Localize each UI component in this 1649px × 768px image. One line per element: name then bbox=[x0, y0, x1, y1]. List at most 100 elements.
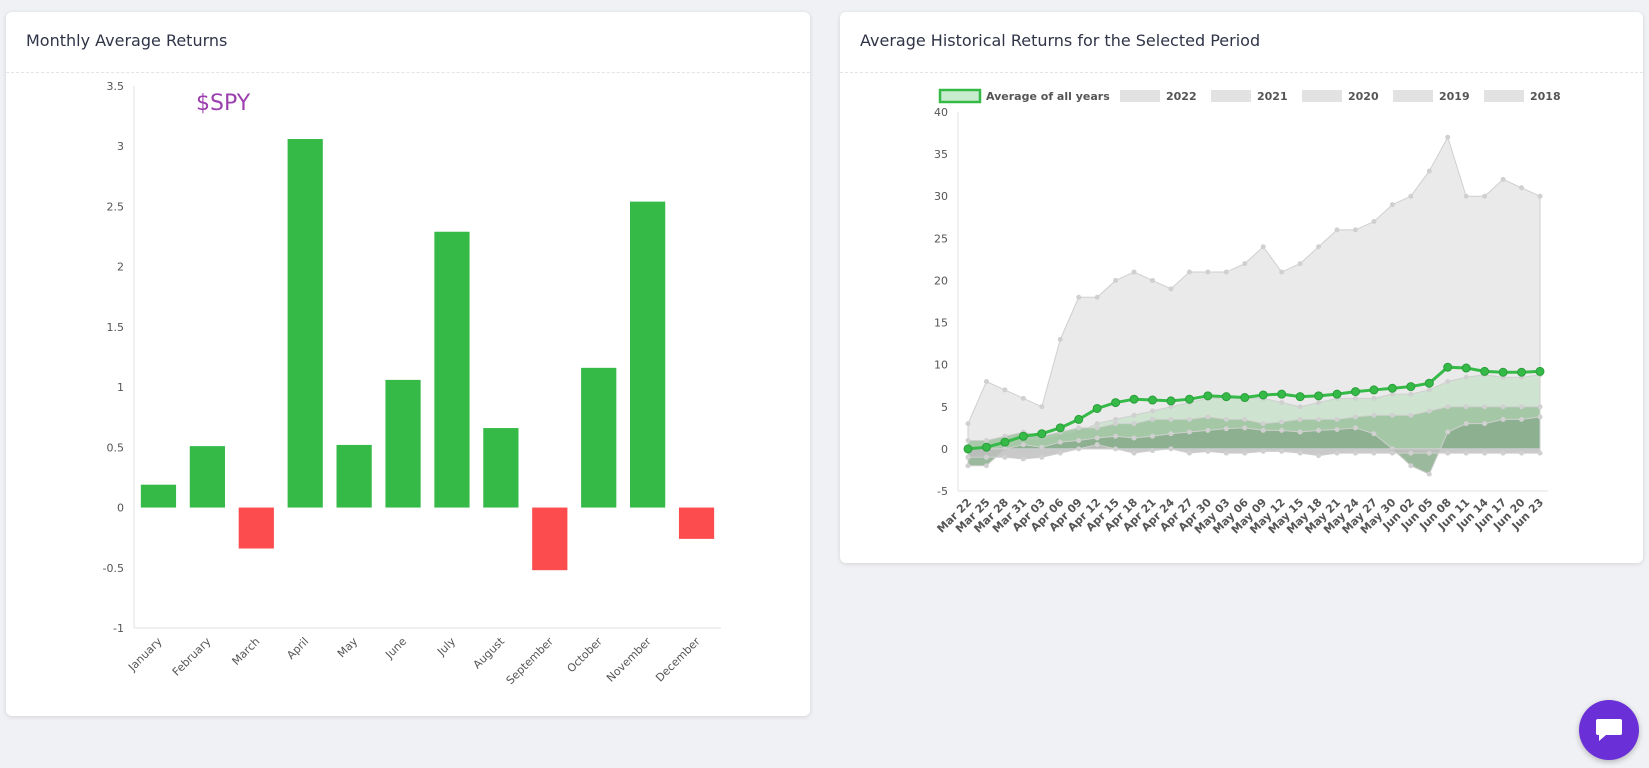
chat-button[interactable] bbox=[1579, 700, 1639, 760]
point-2018 bbox=[1186, 450, 1192, 456]
bar-july bbox=[434, 231, 470, 508]
average-point bbox=[1314, 391, 1324, 401]
x-tick-label: August bbox=[471, 634, 508, 671]
average-point bbox=[1166, 396, 1176, 406]
y-tick-label: 25 bbox=[934, 232, 948, 245]
legend-swatch bbox=[1393, 90, 1433, 102]
point-2019 bbox=[1297, 429, 1303, 435]
point-2018 bbox=[1260, 448, 1266, 454]
point-2021 bbox=[1352, 395, 1358, 401]
average-point bbox=[1203, 391, 1213, 401]
point-2020 bbox=[1260, 421, 1266, 427]
point-2022 bbox=[1260, 244, 1266, 250]
chat-icon bbox=[1596, 719, 1622, 741]
point-2019 bbox=[1334, 427, 1340, 433]
monthly-returns-title: Monthly Average Returns bbox=[6, 12, 810, 73]
point-2020 bbox=[1113, 421, 1119, 427]
point-2018 bbox=[1463, 450, 1469, 456]
point-2019 bbox=[1186, 429, 1192, 435]
average-point bbox=[1369, 385, 1379, 395]
point-2022 bbox=[1186, 269, 1192, 275]
point-2020 bbox=[1334, 416, 1340, 422]
x-tick-label: June bbox=[382, 635, 409, 662]
point-2022 bbox=[1500, 176, 1506, 182]
y-tick-label: 10 bbox=[934, 359, 948, 372]
point-2019 bbox=[1260, 427, 1266, 433]
point-2019 bbox=[1150, 433, 1156, 439]
average-point bbox=[1000, 437, 1010, 447]
point-2019 bbox=[1279, 427, 1285, 433]
point-2019 bbox=[1482, 421, 1488, 427]
bar-august bbox=[483, 428, 519, 508]
point-2021 bbox=[1168, 404, 1174, 410]
point-2022 bbox=[1057, 336, 1063, 342]
point-2020 bbox=[965, 437, 971, 443]
point-2022 bbox=[1408, 193, 1414, 199]
point-2018 bbox=[1297, 450, 1303, 456]
point-2019 bbox=[1168, 431, 1174, 437]
point-2019 bbox=[1445, 429, 1451, 435]
point-2022 bbox=[1094, 294, 1100, 300]
legend-item: Average of all years bbox=[986, 90, 1110, 103]
average-point bbox=[1074, 414, 1084, 424]
x-tick-label: May bbox=[335, 635, 361, 661]
average-point bbox=[981, 442, 991, 452]
point-2022 bbox=[1537, 193, 1543, 199]
point-2019 bbox=[1076, 437, 1082, 443]
point-2019 bbox=[1463, 421, 1469, 427]
average-point bbox=[1406, 382, 1416, 392]
bar-september bbox=[532, 507, 568, 571]
average-point bbox=[1461, 363, 1471, 373]
point-2018 bbox=[1279, 448, 1285, 454]
point-2018 bbox=[1371, 450, 1377, 456]
point-2022 bbox=[1131, 269, 1137, 275]
y-tick-label: 35 bbox=[934, 148, 948, 161]
point-2018 bbox=[1482, 450, 1488, 456]
historical-returns-card: Average Historical Returns for the Selec… bbox=[840, 12, 1643, 563]
point-2021 bbox=[1463, 374, 1469, 380]
point-2021 bbox=[1113, 416, 1119, 422]
point-2021 bbox=[1408, 391, 1414, 397]
point-2019 bbox=[1519, 416, 1525, 422]
legend-item: 2020 bbox=[1348, 90, 1379, 103]
point-2020 bbox=[1445, 404, 1451, 410]
bar-february bbox=[189, 446, 225, 508]
point-2020 bbox=[1168, 416, 1174, 422]
point-2021 bbox=[1426, 387, 1432, 393]
average-point bbox=[1092, 403, 1102, 413]
point-2018 bbox=[1039, 454, 1045, 460]
point-2018 bbox=[1426, 450, 1432, 456]
point-2019 bbox=[1242, 425, 1248, 431]
point-2022 bbox=[1205, 269, 1211, 275]
legend-swatch bbox=[1120, 90, 1160, 102]
average-point bbox=[1517, 367, 1527, 377]
point-2022 bbox=[1334, 227, 1340, 233]
point-2022 bbox=[1113, 277, 1119, 283]
point-2019 bbox=[1426, 471, 1432, 477]
point-2018 bbox=[1334, 450, 1340, 456]
x-tick-label: November bbox=[604, 635, 654, 685]
point-2019 bbox=[1352, 425, 1358, 431]
point-2021 bbox=[1445, 379, 1451, 385]
x-tick-label: July bbox=[434, 635, 458, 659]
ticker-annotation: $SPY bbox=[196, 91, 251, 116]
average-point bbox=[1184, 394, 1194, 404]
y-tick-label: 2 bbox=[117, 261, 124, 274]
point-2022 bbox=[1389, 202, 1395, 208]
point-2018 bbox=[1168, 446, 1174, 452]
y-tick-label: -5 bbox=[937, 485, 948, 498]
average-point bbox=[1111, 398, 1121, 408]
point-2018 bbox=[1076, 446, 1082, 452]
average-point bbox=[1443, 362, 1453, 372]
y-tick-label: 15 bbox=[934, 317, 948, 330]
average-point bbox=[1295, 392, 1305, 402]
legend-item: 2022 bbox=[1166, 90, 1197, 103]
bar-june bbox=[385, 379, 421, 508]
x-tick-label: December bbox=[653, 635, 703, 685]
bar-april bbox=[287, 138, 323, 508]
legend-item: 2018 bbox=[1530, 90, 1561, 103]
x-tick-label: March bbox=[229, 635, 262, 668]
point-2018 bbox=[1057, 450, 1063, 456]
y-tick-label: 3 bbox=[117, 140, 124, 153]
point-2020 bbox=[1279, 419, 1285, 425]
